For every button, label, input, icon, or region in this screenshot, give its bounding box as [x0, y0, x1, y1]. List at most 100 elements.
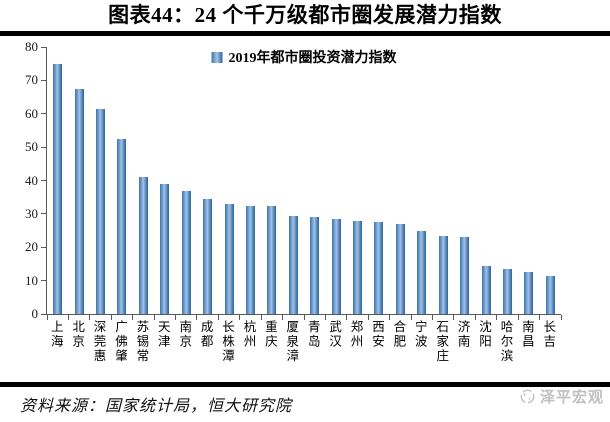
y-tick-label: 20 — [25, 239, 38, 255]
bar — [245, 205, 255, 314]
x-tick-mark — [132, 315, 134, 320]
legend-swatch-icon — [211, 51, 223, 63]
x-tick-mark — [282, 315, 284, 320]
x-category-label: 南京 — [177, 320, 192, 349]
x-category-label: 南昌 — [519, 320, 534, 349]
x-tick-mark — [110, 315, 112, 320]
x-category-label: 北京 — [70, 320, 85, 349]
y-tick-label: 80 — [25, 39, 38, 54]
x-tick-mark — [539, 315, 541, 320]
x-category-label: 苏锡常 — [134, 320, 149, 364]
x-tick-mark — [410, 315, 412, 320]
bar — [138, 177, 148, 314]
bar — [96, 108, 106, 314]
x-category-label: 合肥 — [391, 320, 406, 349]
y-tick-mark — [41, 180, 47, 181]
x-tick-mark — [67, 315, 69, 320]
x-category-label: 广佛肇 — [112, 320, 127, 364]
x-category-label: 天津 — [155, 320, 170, 349]
bar — [353, 220, 363, 314]
globe-icon — [520, 389, 535, 404]
source-note: 资料来源：国家统计局，恒大研究院 — [20, 398, 293, 415]
y-tick-mark — [41, 113, 47, 115]
x-tick-mark — [346, 315, 348, 320]
bar — [524, 272, 534, 314]
bar — [460, 237, 470, 314]
y-tick-label: 40 — [25, 172, 38, 188]
x-category-label: 郑州 — [348, 320, 363, 349]
y-tick-label: 0 — [31, 306, 39, 321]
bar — [288, 215, 298, 314]
bar — [181, 190, 191, 314]
bar — [481, 265, 491, 314]
y-tick-label: 10 — [25, 272, 38, 288]
x-axis-labels: 上海 北京 深莞惠 广佛肇 苏锡常 天津 南京 成都 长株潭 杭州 重庆 厦泉漳 青岛 武汉 郑州 西安 合肥宁… — [46, 318, 560, 380]
x-category-label: 宁波 — [412, 320, 427, 349]
bar — [502, 268, 512, 314]
y-tick-label: 70 — [25, 72, 38, 88]
x-tick-mark — [153, 315, 155, 320]
y-tick-mark — [41, 246, 47, 248]
x-category-label: 济南 — [455, 320, 470, 349]
x-tick-mark — [453, 315, 455, 320]
x-tick-mark — [367, 315, 369, 320]
y-tick-label: 50 — [25, 139, 38, 155]
y-tick-mark — [41, 79, 47, 81]
bar-chart: 0 10 20 30 40 50 60 70 80 2019年都市圈投资潜力指数 上海 北京 深莞惠… — [0, 36, 610, 382]
bottom-divider — [0, 382, 610, 387]
x-tick-mark — [303, 315, 305, 320]
x-category-label: 哈尔滨 — [498, 320, 513, 364]
plot-area: 2019年都市圈投资潜力指数 — [41, 46, 562, 320]
x-category-label: 厦泉漳 — [284, 320, 299, 364]
x-category-label: 重庆 — [262, 320, 277, 349]
x-category-label: 杭州 — [241, 320, 256, 349]
x-category-label: 上海 — [48, 320, 63, 349]
x-tick-mark — [239, 315, 241, 320]
x-category-label: 西安 — [369, 320, 384, 349]
x-category-label: 长株潭 — [220, 320, 235, 364]
y-tick-mark — [41, 280, 47, 282]
x-tick-mark — [474, 315, 476, 320]
chart-title: 图表44：24 个千万级都市圈发展潜力指数 — [108, 3, 502, 27]
legend-label: 2019年都市圈投资潜力指数 — [228, 51, 397, 66]
x-category-label: 青岛 — [305, 320, 320, 349]
y-tick-label: 30 — [25, 205, 38, 221]
bar — [160, 183, 170, 314]
x-category-label: 石家庄 — [434, 320, 449, 364]
x-category-label: 沈阳 — [477, 320, 492, 349]
x-tick-mark — [46, 315, 48, 320]
bar — [74, 88, 84, 314]
bar — [203, 198, 213, 314]
bar — [310, 217, 320, 314]
bar — [545, 275, 555, 314]
y-tick-mark — [41, 213, 47, 215]
footer: 资料来源：国家统计局，恒大研究院 泽平宏观 — [0, 387, 610, 422]
legend: 2019年都市圈投资潜力指数 — [211, 47, 397, 67]
bar — [267, 205, 277, 314]
x-tick-mark — [196, 315, 198, 320]
bar — [374, 222, 384, 314]
x-tick-mark — [496, 315, 498, 320]
x-tick-mark — [89, 315, 91, 320]
x-tick-mark — [517, 315, 519, 320]
x-tick-mark — [324, 315, 326, 320]
x-category-label: 长吉 — [541, 320, 556, 349]
x-tick-mark — [560, 315, 562, 320]
bar — [224, 203, 234, 314]
bar — [331, 218, 341, 314]
y-tick-mark — [41, 146, 47, 148]
y-tick-mark — [41, 313, 47, 315]
x-category-label: 深莞惠 — [91, 320, 106, 364]
x-tick-mark — [217, 315, 219, 320]
bar — [438, 235, 448, 314]
x-tick-mark — [432, 315, 433, 320]
bar — [417, 230, 427, 314]
y-axis-labels: 0 10 20 30 40 50 60 70 80 — [0, 40, 40, 321]
x-category-label: 武汉 — [327, 320, 342, 349]
top-divider — [0, 31, 610, 36]
bar — [53, 63, 63, 314]
x-tick-mark — [175, 315, 176, 320]
bar — [117, 138, 127, 314]
brand-logo-text: 泽平宏观 — [539, 390, 604, 406]
brand-logo: 泽平宏观 — [519, 386, 604, 407]
